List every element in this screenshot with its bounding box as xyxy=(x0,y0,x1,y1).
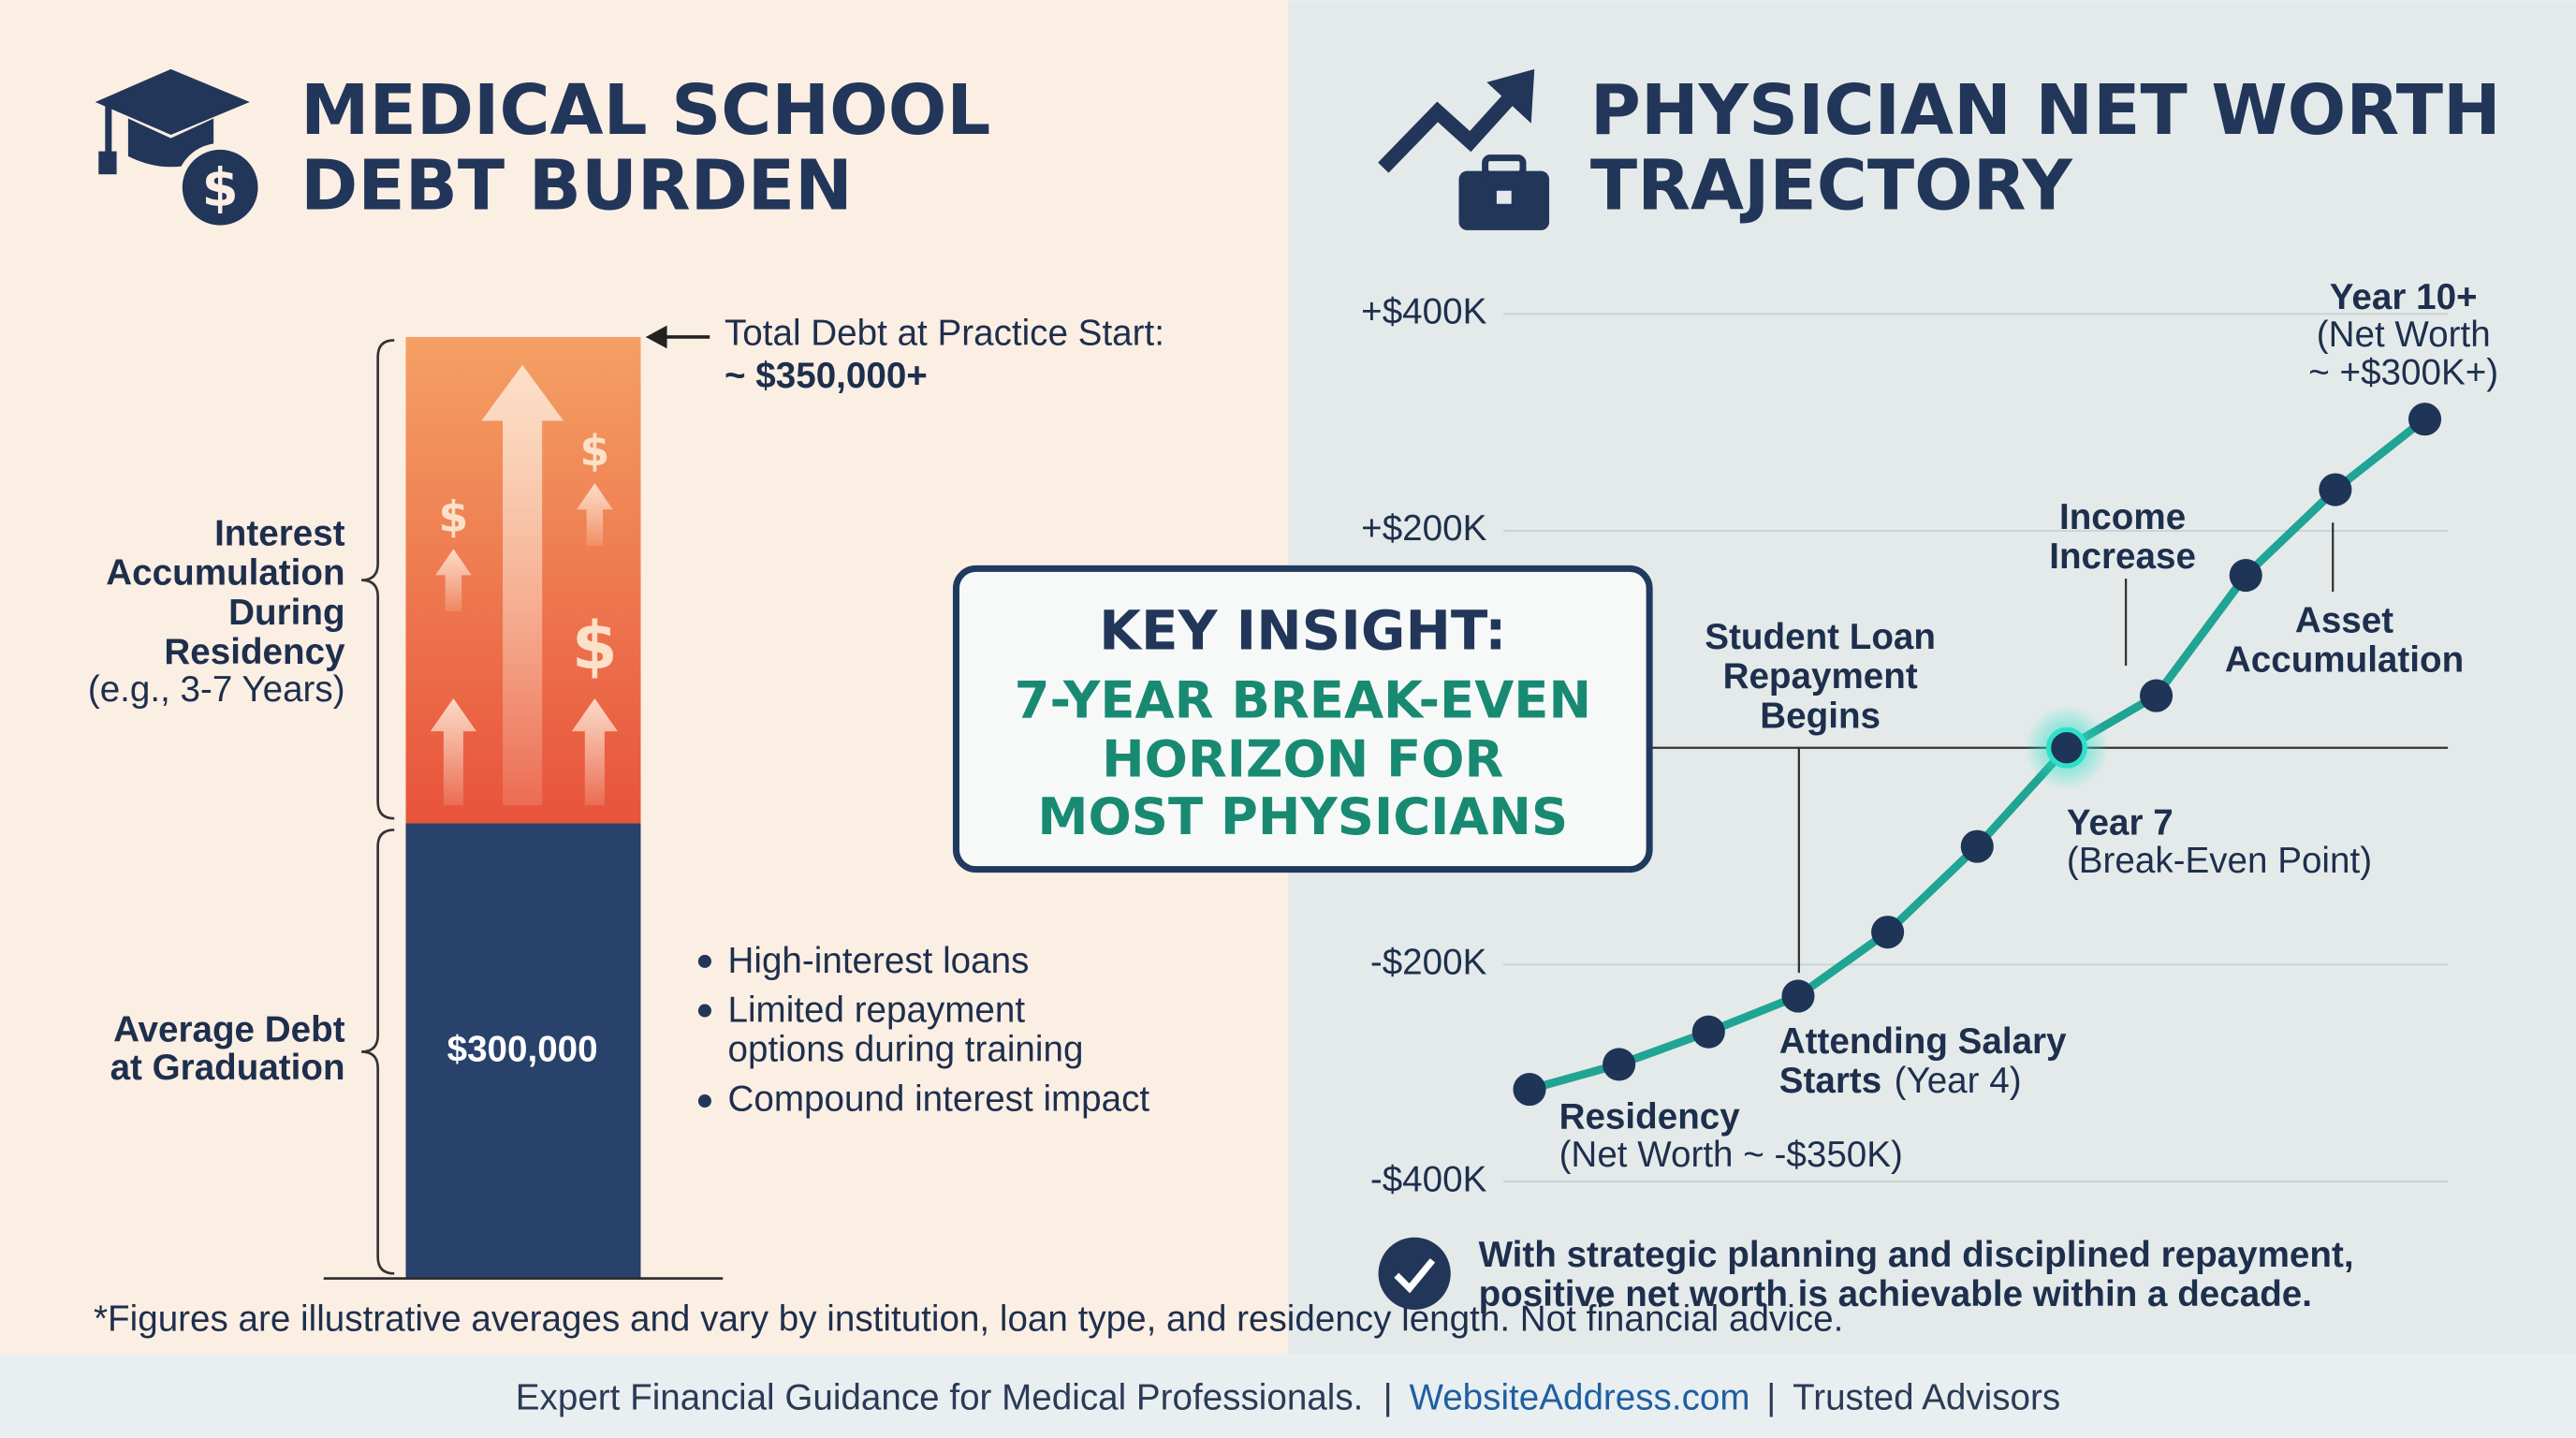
left-title: MEDICAL SCHOOL xyxy=(300,71,990,151)
annotation-title: Student Loan xyxy=(1705,617,1936,657)
interest-label: Accumulation xyxy=(106,553,344,594)
annotation-text: (Year 4) xyxy=(1895,1061,2022,1101)
annotation-text: (Break-Even Point) xyxy=(2067,841,2372,881)
annotation-title: Begins xyxy=(1760,696,1881,736)
total-value: ~ $350,000+ xyxy=(724,356,928,396)
graduation-icon: $ xyxy=(95,68,265,232)
right-title: PHYSICIAN NET WORTH xyxy=(1590,71,2501,151)
data-point xyxy=(2140,679,2174,712)
svg-text:$: $ xyxy=(439,492,469,541)
data-point xyxy=(2045,726,2087,769)
average-label: at Graduation xyxy=(110,1048,345,1088)
annotation-title: Increase xyxy=(2049,536,2196,577)
data-point xyxy=(2408,403,2442,436)
growth-icon xyxy=(1378,68,1550,230)
growth-arrows: $ $ $ xyxy=(430,364,618,806)
data-point xyxy=(1781,979,1815,1013)
data-point xyxy=(2319,473,2352,506)
insight-title: KEY INSIGHT: xyxy=(1099,599,1506,663)
bullet: options during training xyxy=(728,1030,1084,1070)
conclusion-line: With strategic planning and disciplined … xyxy=(1479,1235,2354,1275)
brace xyxy=(361,339,395,820)
bullet: Limited repayment xyxy=(728,990,1026,1030)
data-point xyxy=(1960,829,1994,863)
net-worth-chart: -$400K-$200K+$200K+$400K Year 10+(Net Wor… xyxy=(1361,277,2498,1199)
note: *Figures are illustrative averages and v… xyxy=(94,1299,1843,1339)
pointer-arrow xyxy=(645,325,710,349)
footer-separator: | xyxy=(1383,1378,1393,1418)
brace xyxy=(361,829,395,1275)
interest-note: (e.g., 3-7 Years) xyxy=(88,669,345,710)
annotation-title: Income xyxy=(2059,497,2186,537)
conclusion-line: positive net worth is achievable within … xyxy=(1479,1274,2312,1314)
footer-text: Trusted Advisors xyxy=(1793,1378,2060,1418)
insight-line: 7-YEAR BREAK-EVEN xyxy=(1015,670,1591,729)
y-tick-label: +$400K xyxy=(1361,292,1486,332)
svg-text:$: $ xyxy=(572,608,618,684)
total-label: Total Debt at Practice Start: xyxy=(724,313,1164,353)
bullet-list: High-interest loans Limited repayment op… xyxy=(697,941,1150,1119)
footer-link[interactable]: WebsiteAddress.com xyxy=(1409,1378,1749,1418)
interest-label: Interest xyxy=(214,514,345,554)
key-insight-box: KEY INSIGHT: 7-YEAR BREAK-EVEN HORIZON F… xyxy=(952,565,1653,873)
y-tick-label: -$200K xyxy=(1370,943,1487,983)
footer-text: Expert Financial Guidance for Medical Pr… xyxy=(516,1378,1364,1418)
interest-label: Residency xyxy=(164,632,345,672)
data-point xyxy=(1691,1015,1725,1049)
right-title: TRAJECTORY xyxy=(1590,147,2074,227)
interest-label: During xyxy=(228,593,344,633)
bullet: Compound interest impact xyxy=(728,1078,1150,1119)
annotation-title: Year 10+ xyxy=(2330,277,2478,317)
conclusion: With strategic planning and disciplined … xyxy=(1378,1235,2354,1314)
data-point xyxy=(2229,558,2262,593)
data-point xyxy=(1603,1048,1636,1081)
insight-line: MOST PHYSICIANS xyxy=(1037,787,1568,846)
insight-line: HORIZON FOR xyxy=(1102,730,1503,789)
left-title: DEBT BURDEN xyxy=(300,147,853,227)
annotation-title: Year 7 xyxy=(2067,802,2174,843)
annotation-title: Repayment xyxy=(1723,656,1918,697)
annotation-text: ~ +$300K+) xyxy=(2308,353,2498,393)
footer-background xyxy=(0,1354,2576,1438)
svg-text:$: $ xyxy=(579,426,609,476)
annotation-text: (Net Worth xyxy=(2317,315,2491,355)
footer-separator: | xyxy=(1766,1378,1776,1418)
annotation-title: Starts xyxy=(1779,1061,1881,1101)
y-tick-label: +$200K xyxy=(1361,508,1486,549)
annotation-title: Attending Salary xyxy=(1779,1021,2067,1062)
data-point xyxy=(1871,916,1905,949)
annotation-text: (Net Worth ~ -$350K) xyxy=(1559,1135,1903,1175)
footer: Expert Financial Guidance for Medical Pr… xyxy=(516,1378,2060,1418)
data-point xyxy=(1513,1073,1546,1107)
average-label: Average Debt xyxy=(113,1010,345,1050)
principal-segment xyxy=(405,823,641,1279)
annotation-title: Asset xyxy=(2295,601,2393,641)
svg-text:$: $ xyxy=(202,157,239,218)
y-tick-label: -$400K xyxy=(1370,1159,1487,1199)
bar-value: $300,000 xyxy=(447,1030,598,1070)
bullet: High-interest loans xyxy=(728,941,1030,981)
annotation-title: Residency xyxy=(1559,1097,1741,1137)
annotation-title: Accumulation xyxy=(2225,640,2464,681)
